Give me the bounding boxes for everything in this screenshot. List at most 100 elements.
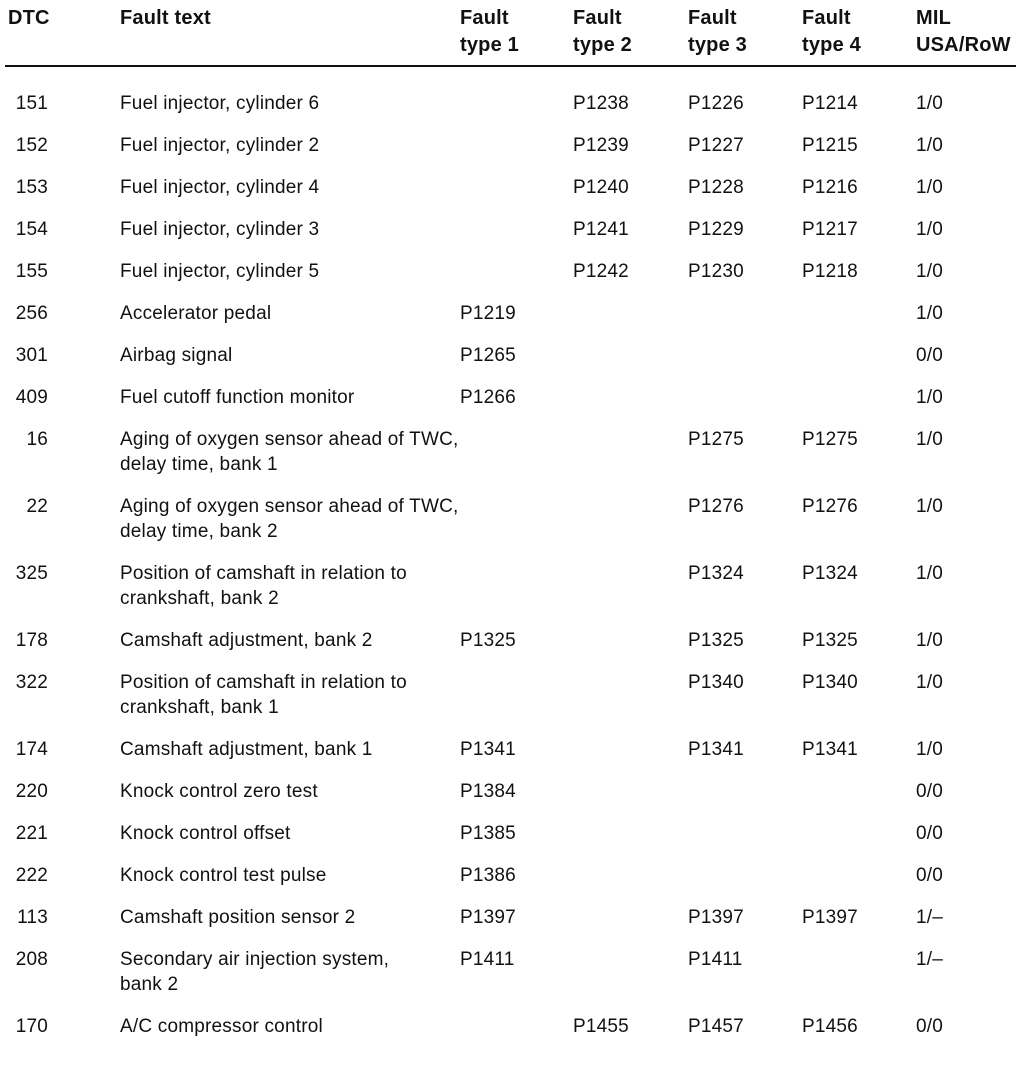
table-header: DTC Fault text Fault type 1 Fault type 2… [0, 0, 1024, 59]
table-row: 322 Position of camshaft in relation to … [0, 670, 1024, 720]
cell-fault-text: Knock control offset [120, 823, 291, 844]
cell-fault-type-2: P1238 [573, 93, 629, 114]
column-header-mil: MIL USA/RoW [916, 7, 1011, 56]
cell-dtc: 208 [15, 949, 48, 970]
table-row: 155 Fuel injector, cylinder 5 P1242 P123… [0, 259, 1024, 284]
cell-fault-type-3: P1229 [688, 219, 744, 240]
cell-fault-text: A/C compressor control [120, 1016, 323, 1037]
cell-mil: 1/– [916, 949, 944, 970]
cell-fault-type-1: P1325 [460, 630, 516, 651]
cell-fault-type-3: P1228 [688, 177, 744, 198]
cell-dtc: 152 [15, 135, 48, 156]
table-row: 222 Knock control test pulse P1386 0/0 [0, 863, 1024, 888]
table-row: 208 Secondary air injection system, bank… [0, 947, 1024, 997]
cell-mil: 1/0 [916, 219, 944, 240]
cell-dtc: 153 [15, 177, 48, 198]
cell-fault-text: Airbag signal [120, 345, 233, 366]
cell-fault-type-1: P1386 [460, 865, 516, 886]
cell-fault-text: Secondary air injection system, bank 2 [120, 949, 390, 995]
cell-mil: 1/– [916, 907, 944, 928]
cell-fault-type-3: P1275 [688, 429, 744, 450]
cell-fault-type-1: P1384 [460, 781, 516, 802]
table-row: 301 Airbag signal P1265 0/0 [0, 343, 1024, 368]
cell-mil: 1/0 [916, 93, 944, 114]
cell-fault-type-2: P1242 [573, 261, 629, 282]
table-row: 151 Fuel injector, cylinder 6 P1238 P122… [0, 91, 1024, 116]
cell-fault-text: Position of camshaft in relation to cran… [120, 672, 407, 718]
cell-mil: 1/0 [916, 387, 944, 408]
cell-fault-type-4: P1324 [802, 563, 858, 584]
cell-fault-type-1: P1411 [460, 949, 515, 970]
table-body: 151 Fuel injector, cylinder 6 P1238 P122… [0, 67, 1024, 1039]
cell-mil: 1/0 [916, 261, 944, 282]
cell-fault-text: Camshaft position sensor 2 [120, 907, 356, 928]
cell-fault-type-2: P1455 [573, 1016, 629, 1037]
cell-dtc: 174 [15, 739, 48, 760]
cell-dtc: 301 [15, 345, 48, 366]
cell-fault-type-3: P1276 [688, 496, 744, 517]
cell-fault-type-2: P1239 [573, 135, 629, 156]
cell-fault-type-4: P1216 [802, 177, 858, 198]
cell-dtc: 154 [15, 219, 48, 240]
cell-fault-text: Aging of oxygen sensor ahead of TWC, del… [120, 496, 459, 542]
table-row: 409 Fuel cutoff function monitor P1266 1… [0, 385, 1024, 410]
cell-fault-type-3: P1226 [688, 93, 744, 114]
table-row: 325 Position of camshaft in relation to … [0, 561, 1024, 611]
cell-fault-type-1: P1385 [460, 823, 516, 844]
column-header-fault-type-3: Fault type 3 [688, 7, 748, 56]
cell-mil: 1/0 [916, 303, 944, 324]
cell-fault-type-4: P1276 [802, 496, 858, 517]
cell-fault-text: Fuel injector, cylinder 6 [120, 93, 320, 114]
cell-dtc: 170 [15, 1016, 48, 1037]
column-header-dtc: DTC [8, 7, 50, 29]
cell-dtc: 325 [15, 563, 48, 584]
cell-fault-text: Camshaft adjustment, bank 2 [120, 630, 373, 651]
cell-fault-type-4: P1214 [802, 93, 858, 114]
cell-fault-type-4: P1325 [802, 630, 858, 651]
table-row: 113 Camshaft position sensor 2 P1397 P13… [0, 905, 1024, 930]
cell-mil: 1/0 [916, 177, 944, 198]
cell-fault-type-4: P1217 [802, 219, 858, 240]
cell-fault-type-1: P1397 [460, 907, 516, 928]
column-header-fault-text: Fault text [120, 7, 211, 29]
table-row: 152 Fuel injector, cylinder 2 P1239 P122… [0, 133, 1024, 158]
table-row: 256 Accelerator pedal P1219 1/0 [0, 301, 1024, 326]
table-row: 16 Aging of oxygen sensor ahead of TWC, … [0, 427, 1024, 477]
table-row: 154 Fuel injector, cylinder 3 P1241 P122… [0, 217, 1024, 242]
cell-mil: 1/0 [916, 496, 944, 517]
cell-fault-text: Fuel injector, cylinder 5 [120, 261, 320, 282]
cell-fault-type-3: P1230 [688, 261, 744, 282]
cell-fault-type-3: P1227 [688, 135, 744, 156]
column-header-fault-type-2: Fault type 2 [573, 7, 633, 56]
cell-dtc: 151 [15, 93, 48, 114]
header-divider [5, 65, 1016, 67]
cell-mil: 0/0 [916, 1016, 944, 1037]
cell-mil: 0/0 [916, 823, 944, 844]
table-row: 170 A/C compressor control P1455 P1457 P… [0, 1014, 1024, 1039]
cell-mil: 1/0 [916, 429, 944, 450]
cell-mil: 1/0 [916, 563, 944, 584]
cell-mil: 0/0 [916, 345, 944, 366]
cell-dtc: 322 [15, 672, 48, 693]
cell-fault-text: Fuel injector, cylinder 2 [120, 135, 320, 156]
column-header-fault-type-4: Fault type 4 [802, 7, 862, 56]
cell-fault-type-3: P1325 [688, 630, 744, 651]
cell-fault-type-3: P1341 [688, 739, 744, 760]
cell-fault-text: Fuel injector, cylinder 4 [120, 177, 320, 198]
table-row: 220 Knock control zero test P1384 0/0 [0, 779, 1024, 804]
cell-mil: 1/0 [916, 672, 944, 693]
column-header-fault-type-1: Fault type 1 [460, 7, 520, 56]
cell-fault-text: Accelerator pedal [120, 303, 272, 324]
cell-fault-type-1: P1219 [460, 303, 516, 324]
cell-fault-type-3: P1324 [688, 563, 744, 584]
cell-mil: 1/0 [916, 135, 944, 156]
cell-mil: 1/0 [916, 630, 944, 651]
cell-fault-text: Fuel cutoff function monitor [120, 387, 355, 408]
cell-dtc: 221 [15, 823, 48, 844]
cell-dtc: 220 [15, 781, 48, 802]
cell-fault-type-2: P1241 [573, 219, 629, 240]
cell-fault-type-4: P1456 [802, 1016, 858, 1037]
cell-fault-type-4: P1341 [802, 739, 858, 760]
cell-fault-type-4: P1397 [802, 907, 858, 928]
